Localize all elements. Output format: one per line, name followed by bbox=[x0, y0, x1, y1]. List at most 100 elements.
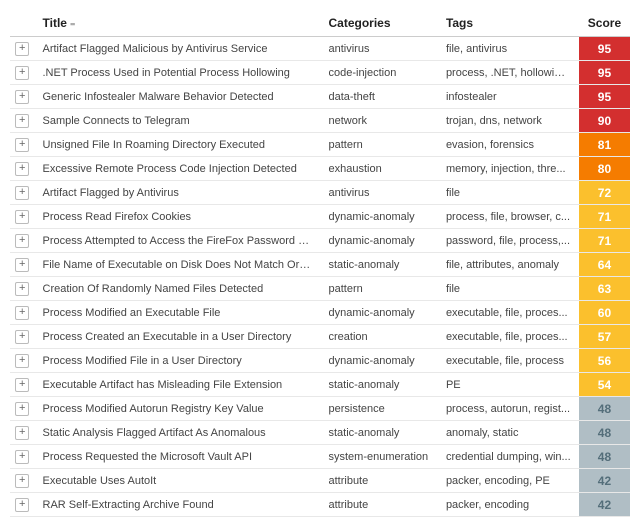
expand-row-button[interactable]: + bbox=[15, 42, 29, 56]
expand-row-button[interactable]: + bbox=[15, 114, 29, 128]
row-score: 63 bbox=[579, 277, 630, 301]
row-category: system-enumeration bbox=[320, 445, 437, 469]
col-tags[interactable]: Tags bbox=[438, 10, 579, 37]
row-score: 71 bbox=[579, 205, 630, 229]
row-category: antivirus bbox=[320, 37, 437, 61]
row-score: 48 bbox=[579, 397, 630, 421]
expand-row-button[interactable]: + bbox=[15, 306, 29, 320]
row-title[interactable]: Artifact Flagged by Antivirus bbox=[35, 181, 321, 205]
row-tags: evasion, forensics bbox=[438, 133, 579, 157]
row-category: static-anomaly bbox=[320, 373, 437, 397]
expand-cell: + bbox=[10, 349, 35, 373]
table-row: + Executable Artifact has Misleading File… bbox=[10, 373, 630, 397]
row-category: antivirus bbox=[320, 181, 437, 205]
expand-row-button[interactable]: + bbox=[15, 282, 29, 296]
expand-cell: + bbox=[10, 493, 35, 517]
expand-row-button[interactable]: + bbox=[15, 450, 29, 464]
row-tags: file, antivirus bbox=[438, 37, 579, 61]
expand-row-button[interactable]: + bbox=[15, 426, 29, 440]
expand-row-button[interactable]: + bbox=[15, 186, 29, 200]
expand-cell: + bbox=[10, 445, 35, 469]
row-tags: executable, file, process bbox=[438, 349, 579, 373]
row-title[interactable]: File Name of Executable on Disk Does Not… bbox=[35, 253, 321, 277]
expand-cell: + bbox=[10, 373, 35, 397]
row-score: 64 bbox=[579, 253, 630, 277]
row-title[interactable]: Process Requested the Microsoft Vault AP… bbox=[35, 445, 321, 469]
row-title[interactable]: Process Modified File in a User Director… bbox=[35, 349, 321, 373]
expand-cell: + bbox=[10, 277, 35, 301]
row-tags: PE bbox=[438, 373, 579, 397]
row-title[interactable]: .NET Process Used in Potential Process H… bbox=[35, 61, 321, 85]
row-tags: process, .NET, hollowing... bbox=[438, 61, 579, 85]
row-title[interactable]: Executable Artifact has Misleading File … bbox=[35, 373, 321, 397]
table-row: + Artifact Flagged Malicious by Antivirus… bbox=[10, 37, 630, 61]
row-score: 54 bbox=[579, 373, 630, 397]
table-row: +Sample Connects to Telegramnetworktroja… bbox=[10, 109, 630, 133]
row-title[interactable]: Process Modified an Executable File bbox=[35, 301, 321, 325]
row-score: 42 bbox=[579, 469, 630, 493]
row-tags: trojan, dns, network bbox=[438, 109, 579, 133]
row-title[interactable]: Process Read Firefox Cookies bbox=[35, 205, 321, 229]
expand-cell: + bbox=[10, 61, 35, 85]
table-row: + Process Created an Executable in a User… bbox=[10, 325, 630, 349]
col-title[interactable]: Title▪▪ bbox=[35, 10, 321, 37]
expand-row-button[interactable]: + bbox=[15, 138, 29, 152]
row-tags: memory, injection, thre... bbox=[438, 157, 579, 181]
expand-row-button[interactable]: + bbox=[15, 498, 29, 512]
row-score: 95 bbox=[579, 85, 630, 109]
row-title[interactable]: Creation Of Randomly Named Files Detecte… bbox=[35, 277, 321, 301]
row-tags: process, file, browser, c... bbox=[438, 205, 579, 229]
table-row: + Static Analysis Flagged Artifact As Ano… bbox=[10, 421, 630, 445]
table-row: + Generic Infostealer Malware Behavior De… bbox=[10, 85, 630, 109]
row-score: 71 bbox=[579, 229, 630, 253]
expand-row-button[interactable]: + bbox=[15, 90, 29, 104]
expand-cell: + bbox=[10, 397, 35, 421]
table-row: + Excessive Remote Process Code Injection… bbox=[10, 157, 630, 181]
row-title[interactable]: Static Analysis Flagged Artifact As Anom… bbox=[35, 421, 321, 445]
expand-row-button[interactable]: + bbox=[15, 474, 29, 488]
row-title[interactable]: Sample Connects to Telegram bbox=[35, 109, 321, 133]
row-title[interactable]: Artifact Flagged Malicious by Antivirus … bbox=[35, 37, 321, 61]
table-row: + .NET Process Used in Potential Process … bbox=[10, 61, 630, 85]
expand-row-button[interactable]: + bbox=[15, 354, 29, 368]
row-category: dynamic-anomaly bbox=[320, 349, 437, 373]
row-tags: file bbox=[438, 181, 579, 205]
expand-row-button[interactable]: + bbox=[15, 402, 29, 416]
col-categories[interactable]: Categories bbox=[320, 10, 437, 37]
expand-cell: + bbox=[10, 85, 35, 109]
table-row: +Process Modified an Executable Filedyna… bbox=[10, 301, 630, 325]
row-title[interactable]: Process Attempted to Access the FireFox … bbox=[35, 229, 321, 253]
expand-row-button[interactable]: + bbox=[15, 330, 29, 344]
col-title-label: Title bbox=[43, 16, 67, 30]
expand-cell: + bbox=[10, 109, 35, 133]
expand-row-button[interactable]: + bbox=[15, 210, 29, 224]
expand-row-button[interactable]: + bbox=[15, 162, 29, 176]
expand-row-button[interactable]: + bbox=[15, 66, 29, 80]
row-title[interactable]: Unsigned File In Roaming Directory Execu… bbox=[35, 133, 321, 157]
row-score: 56 bbox=[579, 349, 630, 373]
table-row: +Executable Uses AutoItattributepacker, … bbox=[10, 469, 630, 493]
col-score[interactable]: Score bbox=[579, 10, 630, 37]
expand-row-button[interactable]: + bbox=[15, 258, 29, 272]
table-row: + Artifact Flagged by Antivirusantivirusf… bbox=[10, 181, 630, 205]
row-tags: file, attributes, anomaly bbox=[438, 253, 579, 277]
table-row: + Unsigned File In Roaming Directory Exec… bbox=[10, 133, 630, 157]
row-title[interactable]: Process Modified Autorun Registry Key Va… bbox=[35, 397, 321, 421]
row-category: dynamic-anomaly bbox=[320, 229, 437, 253]
table-row: + Process Attempted to Access the FireFox… bbox=[10, 229, 630, 253]
table-row: + Process Modified Autorun Registry Key V… bbox=[10, 397, 630, 421]
row-score: 80 bbox=[579, 157, 630, 181]
row-score: 95 bbox=[579, 37, 630, 61]
expand-cell: + bbox=[10, 157, 35, 181]
expand-row-button[interactable]: + bbox=[15, 378, 29, 392]
row-title[interactable]: Executable Uses AutoIt bbox=[35, 469, 321, 493]
row-title[interactable]: RAR Self-Extracting Archive Found bbox=[35, 493, 321, 517]
row-tags: executable, file, proces... bbox=[438, 325, 579, 349]
row-category: persistence bbox=[320, 397, 437, 421]
row-tags: executable, file, proces... bbox=[438, 301, 579, 325]
row-title[interactable]: Process Created an Executable in a User … bbox=[35, 325, 321, 349]
row-score: 90 bbox=[579, 109, 630, 133]
row-title[interactable]: Excessive Remote Process Code Injection … bbox=[35, 157, 321, 181]
expand-row-button[interactable]: + bbox=[15, 234, 29, 248]
row-title[interactable]: Generic Infostealer Malware Behavior Det… bbox=[35, 85, 321, 109]
